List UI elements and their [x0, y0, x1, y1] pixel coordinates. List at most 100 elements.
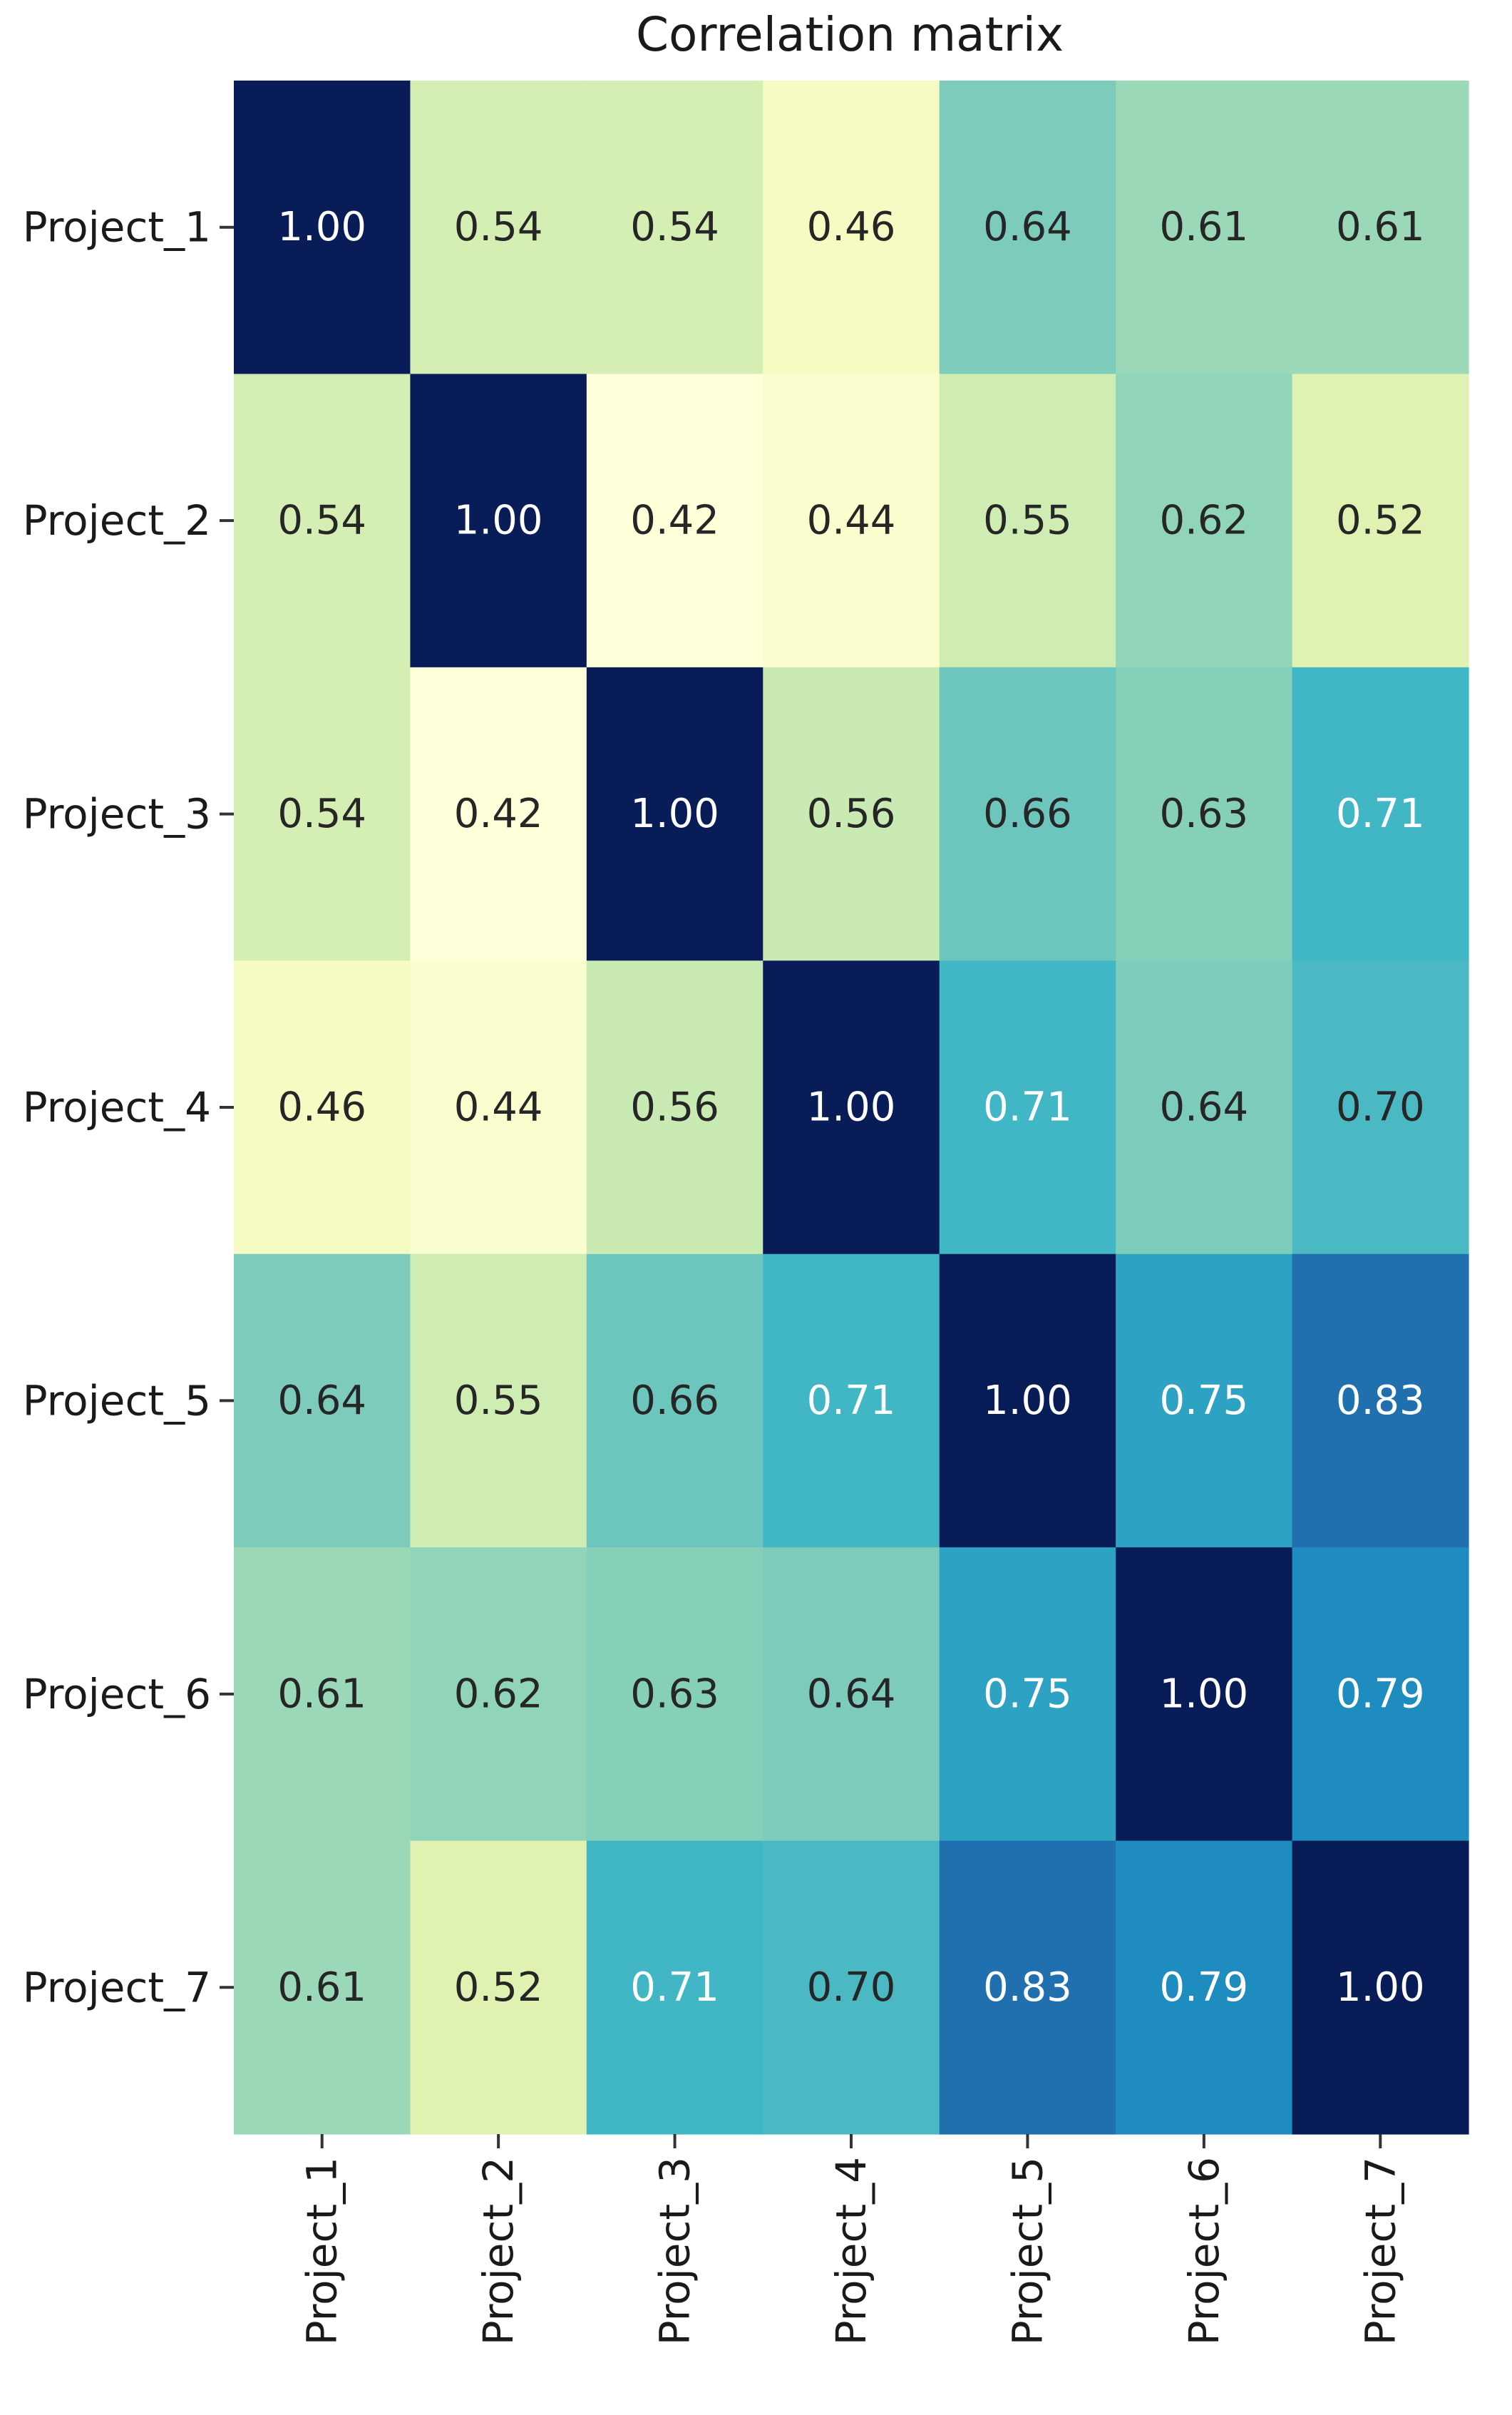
heatmap-cell-r7-c7	[1292, 1840, 1469, 2135]
cell-value-label: 0.71	[1336, 791, 1425, 837]
cell-value-label: 0.66	[630, 1378, 719, 1424]
cell-value-label: 0.71	[983, 1085, 1072, 1131]
y-tick-label: Project_2	[23, 496, 211, 545]
heatmap-cell-r3-c5	[939, 667, 1116, 961]
cell-value-label: 0.52	[1336, 498, 1425, 544]
y-tick-label: Project_6	[23, 1670, 211, 1718]
heatmap-cell-r1-c5	[939, 81, 1116, 375]
y-tick-label: Project_5	[23, 1376, 211, 1425]
heatmap-cell-r3-c4	[763, 667, 940, 961]
chart-title: Correlation matrix	[636, 7, 1064, 62]
heatmap-cell-r5-c3	[586, 1253, 763, 1548]
cell-value-label: 0.70	[807, 1964, 896, 2011]
cell-value-label: 0.71	[630, 1964, 719, 2011]
cell-value-label: 0.42	[630, 498, 719, 544]
heatmap-cell-r6-c2	[410, 1547, 587, 1842]
cell-value-label: 0.44	[454, 1085, 543, 1131]
x-tick-label: Project_7	[1356, 2157, 1404, 2345]
cell-value-label: 1.00	[983, 1378, 1072, 1424]
cell-value-label: 0.54	[454, 204, 543, 250]
heatmap-cell-r1-c6	[1116, 81, 1293, 375]
heatmap-cell-r5-c4	[763, 1253, 940, 1548]
cell-value-label: 0.61	[1160, 204, 1249, 250]
cell-value-label: 0.61	[1336, 204, 1425, 250]
heatmap-cell-r3-c1	[234, 667, 411, 961]
cell-value-label: 0.54	[277, 498, 366, 544]
heatmap-cell-r4-c1	[234, 960, 411, 1255]
heatmap-cell-r5-c6	[1116, 1253, 1293, 1548]
heatmap-cell-r7-c1	[234, 1840, 411, 2135]
heatmap-cell-r6-c7	[1292, 1547, 1469, 1842]
x-axis: Project_1 Project_2 Project_3 Project_4 Proj…	[298, 2134, 1404, 2345]
heatmap-cell-r4-c2	[410, 960, 587, 1255]
heatmap-cell-r6-c6	[1116, 1547, 1293, 1842]
heatmap-annotations: 1.00 0.54 0.54 0.46 0.64 0.61 0.61 0.54 1.00 0.42…	[277, 204, 1424, 2011]
heatmap-cell-r3-c6	[1116, 667, 1293, 961]
heatmap-cell-r3-c3	[586, 667, 763, 961]
heatmap-cell-r5-c5	[939, 1253, 1116, 1548]
heatmap-cell-r4-c7	[1292, 960, 1469, 1255]
x-tick-label: Project_2	[474, 2157, 523, 2345]
cell-value-label: 0.79	[1336, 1671, 1425, 1717]
heatmap-cell-r2-c3	[586, 374, 763, 668]
heatmap-cell-r2-c4	[763, 374, 940, 668]
cell-value-label: 0.54	[630, 204, 719, 250]
cell-value-label: 0.71	[807, 1378, 896, 1424]
cell-value-label: 1.00	[1160, 1671, 1249, 1717]
cell-value-label: 1.00	[630, 791, 719, 837]
cell-value-label: 0.61	[277, 1671, 366, 1717]
cell-value-label: 0.64	[807, 1671, 896, 1717]
heatmap-cell-r7-c6	[1116, 1840, 1293, 2135]
heatmap-cell-r1-c4	[763, 81, 940, 375]
y-tick-label: Project_1	[23, 203, 211, 252]
cell-value-label: 0.54	[277, 791, 366, 837]
heatmap-cell-r7-c5	[939, 1840, 1116, 2135]
heatmap-cell-r2-c5	[939, 374, 1116, 668]
heatmap-cell-r4-c4	[763, 960, 940, 1255]
cell-value-label: 1.00	[454, 498, 543, 544]
y-tick-label: Project_4	[23, 1083, 211, 1132]
cell-value-label: 1.00	[1336, 1964, 1425, 2011]
heatmap-cell-r7-c2	[410, 1840, 587, 2135]
x-tick-label: Project_6	[1180, 2157, 1228, 2345]
heatmap-cell-r1-c3	[586, 81, 763, 375]
cell-value-label: 0.64	[983, 204, 1072, 250]
heatmap-cell-r5-c2	[410, 1253, 587, 1548]
x-tick-label: Project_3	[651, 2157, 699, 2345]
heatmap-cell-r3-c2	[410, 667, 587, 961]
cell-value-label: 0.55	[454, 1378, 543, 1424]
cell-value-label: 0.64	[277, 1378, 366, 1424]
cell-value-label: 0.42	[454, 791, 543, 837]
heatmap-cell-r6-c5	[939, 1547, 1116, 1842]
heatmap-cell-r1-c1	[234, 81, 411, 375]
heatmap-cell-r2-c2	[410, 374, 587, 668]
heatmap-cell-r7-c3	[586, 1840, 763, 2135]
heatmap-cell-r4-c3	[586, 960, 763, 1255]
x-tick-label: Project_1	[298, 2157, 346, 2345]
heatmap-cell-r4-c6	[1116, 960, 1293, 1255]
heatmap-cell-r5-c1	[234, 1253, 411, 1548]
cell-value-label: 0.79	[1160, 1964, 1249, 2011]
heatmap-cell-r1-c7	[1292, 81, 1469, 375]
cell-value-label: 0.64	[1160, 1085, 1249, 1131]
cell-value-label: 0.83	[1336, 1378, 1425, 1424]
heatmap-cell-r6-c3	[586, 1547, 763, 1842]
heatmap-cell-r5-c7	[1292, 1253, 1469, 1548]
heatmap-cell-r2-c1	[234, 374, 411, 668]
heatmap-cell-r4-c5	[939, 960, 1116, 1255]
y-tick-label: Project_7	[23, 1963, 211, 2011]
heatmap-cell-r2-c7	[1292, 374, 1469, 668]
heatmap-cell-r1-c2	[410, 81, 587, 375]
y-axis: Project_1 Project_2 Project_3 Project_4 Proj…	[23, 203, 234, 2011]
heatmap-cell-r3-c7	[1292, 667, 1469, 961]
cell-value-label: 0.46	[277, 1085, 366, 1131]
x-tick-label: Project_4	[827, 2157, 875, 2345]
cell-value-label: 0.62	[1160, 498, 1249, 544]
cell-value-label: 0.56	[807, 791, 896, 837]
cell-value-label: 0.63	[630, 1671, 719, 1717]
cell-value-label: 0.61	[277, 1964, 366, 2011]
heatmap-cell-r6-c4	[763, 1547, 940, 1842]
cell-value-label: 0.75	[1160, 1378, 1249, 1424]
heatmap-cell-r7-c4	[763, 1840, 940, 2135]
